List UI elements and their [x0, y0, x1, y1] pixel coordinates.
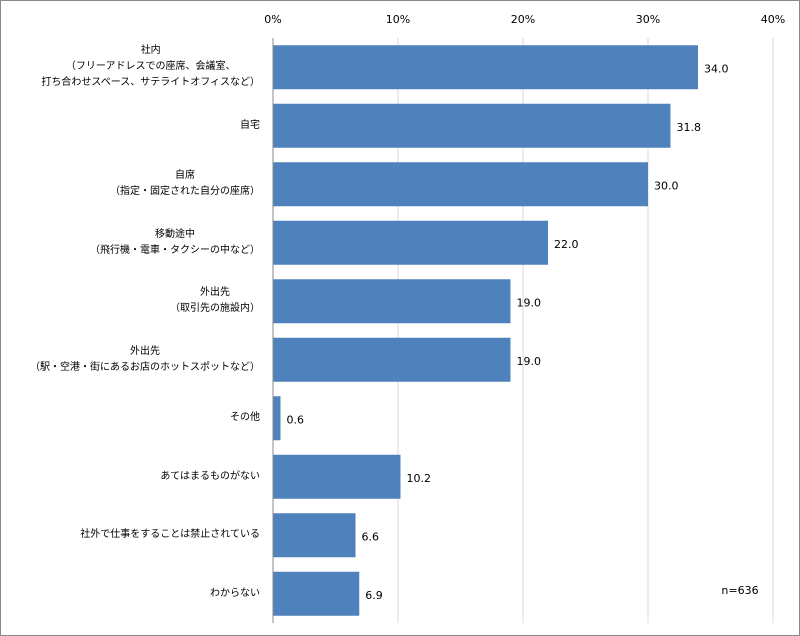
value-label: 19.0	[517, 355, 542, 368]
bar	[273, 513, 356, 558]
category-label: わからない	[210, 587, 260, 599]
value-label: 0.6	[287, 413, 305, 426]
category-label: 自席 （指定・固定された自分の座席）	[110, 170, 260, 198]
bar	[273, 571, 360, 616]
bar	[273, 454, 401, 499]
category-label: 自宅	[240, 119, 260, 131]
bar	[273, 396, 281, 441]
value-label: 22.0	[554, 238, 579, 251]
category-label: その他	[230, 412, 260, 424]
category-label: 外出先 （取引先の施設内）	[170, 287, 260, 315]
category-label: 社内 （フリーアドレスでの座席、会議室、 打ち合わせスペース、サテライトオフィス…	[41, 45, 260, 89]
x-tick-label: 30%	[636, 13, 660, 26]
value-label: 6.9	[365, 589, 383, 602]
bar	[273, 337, 511, 382]
bar	[273, 162, 648, 207]
bar	[273, 45, 698, 90]
category-label: 社外で仕事をすることは禁止されている	[80, 529, 260, 541]
category-label: 外出先 （駅・空港・街にあるお店のホットスポットなど）	[30, 345, 260, 373]
value-label: 34.0	[704, 62, 729, 75]
x-tick-label: 0%	[264, 13, 281, 26]
x-tick-label: 20%	[511, 13, 535, 26]
x-tick-label: 10%	[386, 13, 410, 26]
value-label: 10.2	[407, 472, 432, 485]
value-label: 31.8	[677, 121, 702, 134]
category-label: 移動途中 （飛行機・電車・タクシーの中など）	[90, 228, 260, 256]
value-label: 30.0	[654, 179, 679, 192]
bar	[273, 220, 548, 265]
bar	[273, 103, 671, 148]
x-tick-label: 40%	[761, 13, 785, 26]
bar	[273, 279, 511, 324]
category-label: あてはまるものがない	[160, 470, 260, 482]
annotation: n=636	[721, 584, 758, 597]
value-label: 19.0	[517, 296, 542, 309]
value-label: 6.6	[362, 530, 380, 543]
